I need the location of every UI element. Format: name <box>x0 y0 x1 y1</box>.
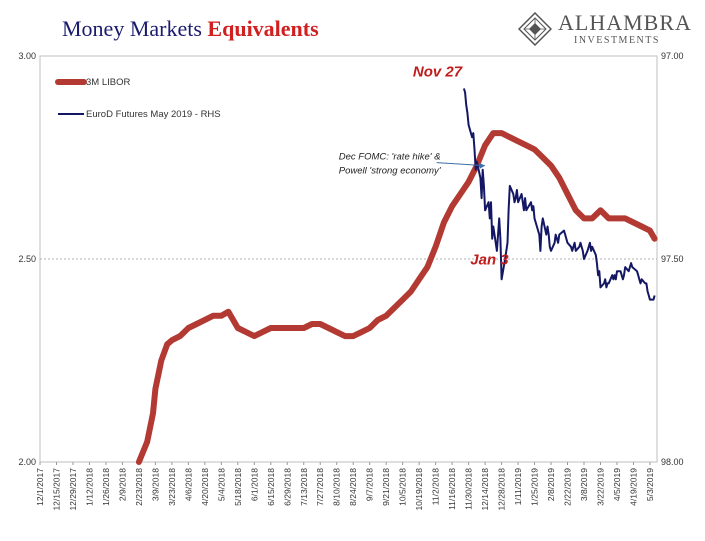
x-axis-tick-label: 4/6/2018 <box>183 468 193 501</box>
logo-subtitle: INVESTMENTS <box>574 35 660 46</box>
legend-label-3m-libor: 3M LIBOR <box>86 77 130 88</box>
annotation-jan-3: Jan 3 <box>470 252 509 269</box>
x-axis-tick-label: 6/15/2018 <box>266 468 276 506</box>
x-axis-tick-label: 12/28/2018 <box>497 468 507 511</box>
x-axis-tick-label: 4/20/2018 <box>200 468 210 506</box>
x-axis-tick-label: 11/2/2018 <box>431 468 441 505</box>
x-axis-tick-label: 12/29/2017 <box>68 468 78 511</box>
left-axis-tick-label: 2.50 <box>18 254 36 264</box>
x-axis-tick-label: 3/9/2018 <box>150 468 160 501</box>
chart-title-part1: Money Markets <box>62 16 202 41</box>
x-axis-tick-label: 8/10/2018 <box>332 468 342 506</box>
x-axis-tick-label: 7/27/2018 <box>315 468 325 506</box>
x-axis-tick-label: 12/14/2018 <box>480 468 490 511</box>
annotation-fomc-arrow <box>436 162 486 167</box>
logo-name: ALHAMBRA <box>558 10 692 35</box>
x-axis-tick-label: 3/23/2018 <box>167 468 177 506</box>
right-axis-tick-label: 98.00 <box>661 457 684 467</box>
x-axis-tick-label: 2/22/2019 <box>563 468 573 506</box>
x-axis-tick-label: 12/1/2017 <box>35 468 45 506</box>
left-axis-tick-label: 3.00 <box>18 51 36 61</box>
x-axis-tick-label: 10/5/2018 <box>398 468 408 506</box>
x-axis-tick-label: 3/8/2019 <box>579 468 589 501</box>
x-axis-tick-label: 1/26/2018 <box>101 468 111 506</box>
x-axis-tick-label: 2/9/2018 <box>117 468 127 501</box>
x-axis-tick-label: 8/24/2018 <box>348 468 358 506</box>
x-axis-tick-label: 1/12/2018 <box>84 468 94 506</box>
x-axis-tick-label: 10/19/2018 <box>414 468 424 511</box>
right-axis-tick-label: 97.00 <box>661 51 684 61</box>
series-line-eurod-futures <box>462 88 656 301</box>
x-axis-tick-label: 5/4/2018 <box>216 468 226 501</box>
alhambra-logo: ALHAMBRA INVESTMENTS <box>518 10 698 50</box>
x-axis-tick-label: 4/19/2019 <box>628 468 638 506</box>
x-axis-tick-label: 5/18/2018 <box>233 468 243 506</box>
x-axis-tick-label: 2/8/2019 <box>546 468 556 501</box>
right-axis-tick-label: 97.50 <box>661 254 684 264</box>
diamond-logo-icon <box>518 12 552 46</box>
x-axis-tick-label: 12/15/2017 <box>51 468 61 511</box>
x-axis-tick-label: 6/1/2018 <box>249 468 259 501</box>
annotation-fomc-line2: Powell 'strong economy' <box>339 166 442 177</box>
x-axis-tick-label: 2/23/2018 <box>134 468 144 506</box>
annotation-fomc-line1: Dec FOMC: 'rate hike' & <box>339 152 441 163</box>
chart-title-part2: Equivalents <box>207 16 319 41</box>
annotation-nov-27: Nov 27 <box>413 63 463 80</box>
x-axis-tick-label: 7/13/2018 <box>299 468 309 506</box>
x-axis-tick-label: 6/29/2018 <box>282 468 292 506</box>
x-axis-tick-label: 3/22/2019 <box>595 468 605 506</box>
x-axis-tick-label: 1/11/2019 <box>513 468 523 505</box>
x-axis-tick-label: 4/5/2019 <box>612 468 622 501</box>
annotation-fomc-arrowhead <box>478 162 485 169</box>
x-axis-tick-label: 5/3/2019 <box>645 468 655 501</box>
series-line-3m-libor <box>135 130 658 465</box>
legend-label-eurod-futures: EuroD Futures May 2019 - RHS <box>86 109 221 120</box>
chart-title: Money Markets Equivalents <box>62 16 319 42</box>
x-axis-tick-label: 11/16/2018 <box>447 468 457 510</box>
left-axis-tick-label: 2.00 <box>18 457 36 467</box>
x-axis-tick-label: 9/7/2018 <box>365 468 375 501</box>
x-axis-tick-label: 11/30/2018 <box>464 468 474 510</box>
x-axis-tick-label: 1/25/2019 <box>530 468 540 506</box>
x-axis-tick-label: 9/21/2018 <box>381 468 391 506</box>
